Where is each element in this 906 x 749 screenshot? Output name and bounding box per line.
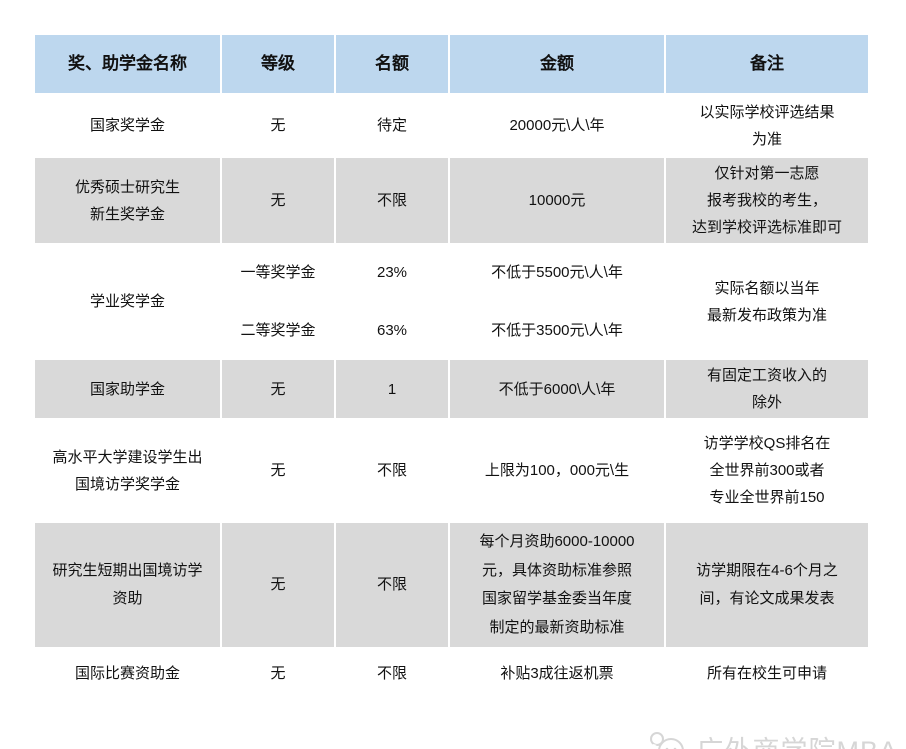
cell-note: 访学期限在4-6个月之 间，有论文成果发表: [666, 523, 868, 647]
cell-amount: 10000元: [450, 158, 664, 243]
chat-bubbles-icon: [647, 731, 689, 749]
cell-level: 二等奖学金: [222, 302, 334, 358]
cell-quota: 63%: [336, 302, 448, 358]
cell-quota: 不限: [336, 158, 448, 243]
table-row: 优秀硕士研究生 新生奖学金 无 不限 10000元 仅针对第一志愿 报考我校的考…: [35, 158, 868, 243]
header-scholarship-name: 奖、助学金名称: [35, 35, 220, 93]
cell-level: 无: [222, 420, 334, 521]
cell-note: 所有在校生可申请: [666, 649, 868, 698]
cell-level: 无: [222, 523, 334, 647]
cell-amount: 不低于3500元\人\年: [450, 302, 664, 358]
cell-note: 访学学校QS排名在 全世界前300或者 专业全世界前150: [666, 420, 868, 521]
cell-quota: 1: [336, 360, 448, 418]
cell-name: 学业奖学金: [35, 245, 220, 358]
cell-amount: 不低于6000\人\年: [450, 360, 664, 418]
cell-amount: 上限为100，000元\生: [450, 420, 664, 521]
cell-level: 无: [222, 360, 334, 418]
watermark: 广外商学院MBA: [647, 729, 898, 749]
cell-name: 研究生短期出国境访学 资助: [35, 523, 220, 647]
table-row: 研究生短期出国境访学 资助 无 不限 每个月资助6000-10000 元，具体资…: [35, 523, 868, 647]
cell-note: 有固定工资收入的 除外: [666, 360, 868, 418]
table-row: 学业奖学金 一等奖学金 23% 不低于5500元\人\年 实际名额以当年 最新发…: [35, 245, 868, 358]
table-row: 国家助学金 无 1 不低于6000\人\年 有固定工资收入的 除外: [35, 360, 868, 418]
cell-amount: 不低于5500元\人\年: [450, 245, 664, 300]
cell-level: 一等奖学金: [222, 245, 334, 300]
header-level: 等级: [222, 35, 334, 93]
cell-level: 无: [222, 158, 334, 243]
header-quota: 名额: [336, 35, 448, 93]
watermark-text: 广外商学院MBA: [696, 729, 898, 749]
cell-quota: 不限: [336, 523, 448, 647]
scholarship-table: 奖、助学金名称 等级 名额 金额 备注 国家奖学金 无 待定 20000元\人\…: [33, 33, 870, 700]
cell-level: 无: [222, 649, 334, 698]
cell-note: 仅针对第一志愿 报考我校的考生， 达到学校评选标准即可: [666, 158, 868, 243]
cell-quota: 不限: [336, 649, 448, 698]
cell-amount: 补贴3成往返机票: [450, 649, 664, 698]
table-row: 国家奖学金 无 待定 20000元\人\年 以实际学校评选结果 为准: [35, 95, 868, 156]
table-row: 国际比赛资助金 无 不限 补贴3成往返机票 所有在校生可申请: [35, 649, 868, 698]
cell-amount: 每个月资助6000-10000 元，具体资助标准参照 国家留学基金委当年度 制定…: [450, 523, 664, 647]
header-note: 备注: [666, 35, 868, 93]
table-header-row: 奖、助学金名称 等级 名额 金额 备注: [35, 35, 868, 93]
cell-quota: 待定: [336, 95, 448, 156]
cell-quota: 23%: [336, 245, 448, 300]
cell-name: 高水平大学建设学生出 国境访学奖学金: [35, 420, 220, 521]
cell-name: 国际比赛资助金: [35, 649, 220, 698]
cell-name: 优秀硕士研究生 新生奖学金: [35, 158, 220, 243]
cell-note: 以实际学校评选结果 为准: [666, 95, 868, 156]
table-subrow: 二等奖学金 63% 不低于3500元\人\年: [35, 302, 868, 358]
cell-note: 实际名额以当年 最新发布政策为准: [666, 245, 868, 358]
cell-name: 国家助学金: [35, 360, 220, 418]
cell-name: 国家奖学金: [35, 95, 220, 156]
cell-amount: 20000元\人\年: [450, 95, 664, 156]
header-amount: 金额: [450, 35, 664, 93]
cell-quota: 不限: [336, 420, 448, 521]
table-row: 高水平大学建设学生出 国境访学奖学金 无 不限 上限为100，000元\生 访学…: [35, 420, 868, 521]
cell-level: 无: [222, 95, 334, 156]
